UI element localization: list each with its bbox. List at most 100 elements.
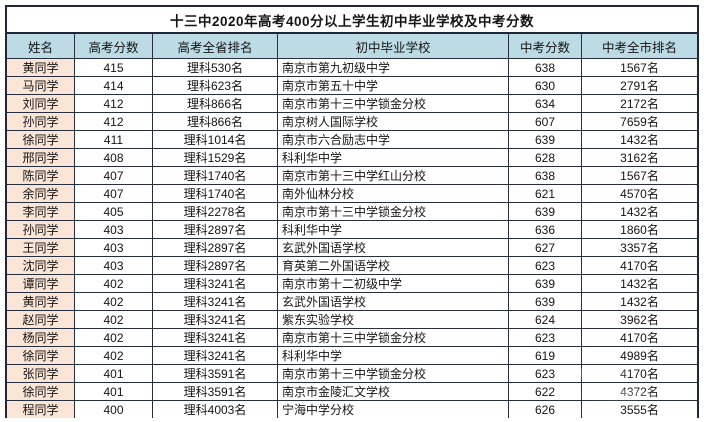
- cell-gaokao-score: 412: [75, 113, 153, 130]
- cell-gaokao-rank: 理科2897名: [153, 239, 278, 256]
- table-row: 张同学 401 理科3591名 南京市第十三中学锁金分校 623 4170名: [7, 365, 697, 383]
- cell-school: 南京市金陵汇文学校: [278, 383, 509, 400]
- table-row: 孙同学 412 理科866名 南京树人国际学校 607 7659名: [7, 113, 697, 131]
- cell-gaokao-score: 401: [75, 365, 153, 382]
- cell-zhongkao-score: 639: [509, 275, 582, 292]
- cell-zhongkao-score: 626: [509, 401, 582, 418]
- cell-student-name: 徐同学: [7, 383, 75, 400]
- header-name: 姓名: [7, 34, 75, 58]
- cell-school: 南京市第十三中学锁金分校: [278, 365, 509, 382]
- table-header-row: 姓名 高考分数 高考全省排名 初中毕业学校 中考分数 中考全市排名: [7, 34, 697, 59]
- cell-zhongkao-rank: 4372名: [620, 385, 659, 399]
- cell-zhongkao-score: 621: [509, 185, 582, 202]
- cell-gaokao-rank: 理科3241名: [153, 293, 278, 310]
- cell-zhongkao-rank: 1432名: [620, 295, 659, 309]
- table-row: 杨同学 402 理科3241名 南京市第十三中学锁金分校 623 4170名: [7, 329, 697, 347]
- cell-school: 科利华中学: [278, 149, 509, 166]
- table-row: 王同学 403 理科2897名 玄武外国语学校 627 3357名: [7, 239, 697, 257]
- table-row: 沈同学 403 理科2897名 育英第二外国语学校 623 4170名: [7, 257, 697, 275]
- cell-gaokao-score: 415: [75, 59, 153, 76]
- cell-school: 科利华中学: [278, 347, 509, 364]
- cell-student-name: 谭同学: [7, 275, 75, 292]
- cell-gaokao-rank: 理科1014名: [153, 131, 278, 148]
- table-title: 十三中2020年高考400分以上学生初中毕业学校及中考分数: [7, 7, 697, 34]
- cell-school: 南京市第十三中学锁金分校: [278, 329, 509, 346]
- cell-zhongkao-rank: 1432名: [620, 205, 659, 219]
- cell-zhongkao-score: 634: [509, 95, 582, 112]
- table-row: 马同学 414 理科623名 南京市第五十中学 630 2791名: [7, 77, 697, 95]
- cell-zhongkao-rank: 3357名: [620, 241, 659, 255]
- cell-student-name: 孙同学: [7, 221, 75, 238]
- cell-school: 宁海中学分校: [278, 401, 509, 418]
- cell-zhongkao-rank: 4570名: [620, 187, 659, 201]
- cell-student-name: 杨同学: [7, 329, 75, 346]
- cell-zhongkao-score: 623: [509, 329, 582, 346]
- table-row: 刘同学 412 理科866名 南京市第十三中学锁金分校 634 2172名: [7, 95, 697, 113]
- table-body: 黄同学 415 理科530名 南京市第九初级中学 638 1567名 马同学 4…: [7, 59, 697, 418]
- cell-zhongkao-score: 619: [509, 347, 582, 364]
- cell-zhongkao-score: 622: [509, 383, 582, 400]
- cell-student-name: 李同学: [7, 203, 75, 220]
- cell-gaokao-score: 402: [75, 347, 153, 364]
- cell-gaokao-rank: 理科1740名: [153, 185, 278, 202]
- cell-student-name: 刘同学: [7, 95, 75, 112]
- cell-school: 南京市第十二初级中学: [278, 275, 509, 292]
- cell-zhongkao-score: 623: [509, 257, 582, 274]
- cell-student-name: 王同学: [7, 239, 75, 256]
- cell-gaokao-rank: 理科3591名: [153, 365, 278, 382]
- cell-zhongkao-score: 630: [509, 77, 582, 94]
- cell-zhongkao-score: 636: [509, 221, 582, 238]
- cell-zhongkao-score: 638: [509, 59, 582, 76]
- cell-zhongkao-rank: 1432名: [620, 277, 659, 291]
- cell-gaokao-score: 408: [75, 149, 153, 166]
- cell-gaokao-rank: 理科3241名: [153, 275, 278, 292]
- cell-student-name: 邢同学: [7, 149, 75, 166]
- cell-gaokao-rank: 理科3241名: [153, 329, 278, 346]
- cell-gaokao-score: 403: [75, 257, 153, 274]
- table-row: 徐同学 402 理科3241名 科利华中学 619 4989名: [7, 347, 697, 365]
- table-row: 黄同学 415 理科530名 南京市第九初级中学 638 1567名: [7, 59, 697, 77]
- cell-gaokao-rank: 理科3241名: [153, 347, 278, 364]
- cell-school: 紫东实验学校: [278, 311, 509, 328]
- cell-school: 南京树人国际学校: [278, 113, 509, 130]
- cell-gaokao-score: 402: [75, 311, 153, 328]
- cell-zhongkao-score: 607: [509, 113, 582, 130]
- cell-student-name: 孙同学: [7, 113, 75, 130]
- cell-student-name: 赵同学: [7, 311, 75, 328]
- cell-gaokao-rank: 理科3591名: [153, 383, 278, 400]
- table-row: 孙同学 403 理科2897名 科利华中学 636 1860名: [7, 221, 697, 239]
- cell-school: 南京市第十三中学锁金分校: [278, 203, 509, 220]
- cell-gaokao-score: 407: [75, 167, 153, 184]
- cell-gaokao-rank: 理科1740名: [153, 167, 278, 184]
- cell-zhongkao-rank: 1567名: [620, 169, 659, 183]
- cell-school: 南京市第十三中学锁金分校: [278, 95, 509, 112]
- cell-student-name: 张同学: [7, 365, 75, 382]
- cell-student-name: 余同学: [7, 185, 75, 202]
- header-zhongkao-rank: 中考全市排名: [582, 34, 697, 58]
- cell-zhongkao-rank: 1860名: [620, 223, 659, 237]
- table-row: 徐同学 411 理科1014名 南京市六合励志中学 639 1432名: [7, 131, 697, 149]
- cell-student-name: 陈同学: [7, 167, 75, 184]
- cell-gaokao-score: 400: [75, 401, 153, 418]
- cell-student-name: 程同学: [7, 401, 75, 418]
- cell-zhongkao-rank: 4170名: [620, 367, 659, 381]
- cell-student-name: 徐同学: [7, 347, 75, 364]
- cell-zhongkao-score: 638: [509, 167, 582, 184]
- cell-gaokao-score: 403: [75, 221, 153, 238]
- table-row: 邢同学 408 理科1529名 科利华中学 628 3162名: [7, 149, 697, 167]
- cell-gaokao-score: 402: [75, 293, 153, 310]
- cell-zhongkao-rank: 3962名: [620, 313, 659, 327]
- cell-school: 育英第二外国语学校: [278, 257, 509, 274]
- table-row: 黄同学 402 理科3241名 玄武外国语学校 639 1432名: [7, 293, 697, 311]
- cell-zhongkao-score: 639: [509, 293, 582, 310]
- cell-gaokao-score: 405: [75, 203, 153, 220]
- cell-zhongkao-rank: 4170名: [620, 331, 659, 345]
- cell-school: 南京市第十三中学红山分校: [278, 167, 509, 184]
- table-row: 余同学 407 理科1740名 南外仙林分校 621 4570名: [7, 185, 697, 203]
- cell-zhongkao-rank: 4989名: [620, 349, 659, 363]
- cell-gaokao-score: 402: [75, 275, 153, 292]
- cell-zhongkao-rank: 2172名: [620, 97, 659, 111]
- cell-school: 南外仙林分校: [278, 185, 509, 202]
- cell-zhongkao-score: 628: [509, 149, 582, 166]
- cell-gaokao-rank: 理科2897名: [153, 221, 278, 238]
